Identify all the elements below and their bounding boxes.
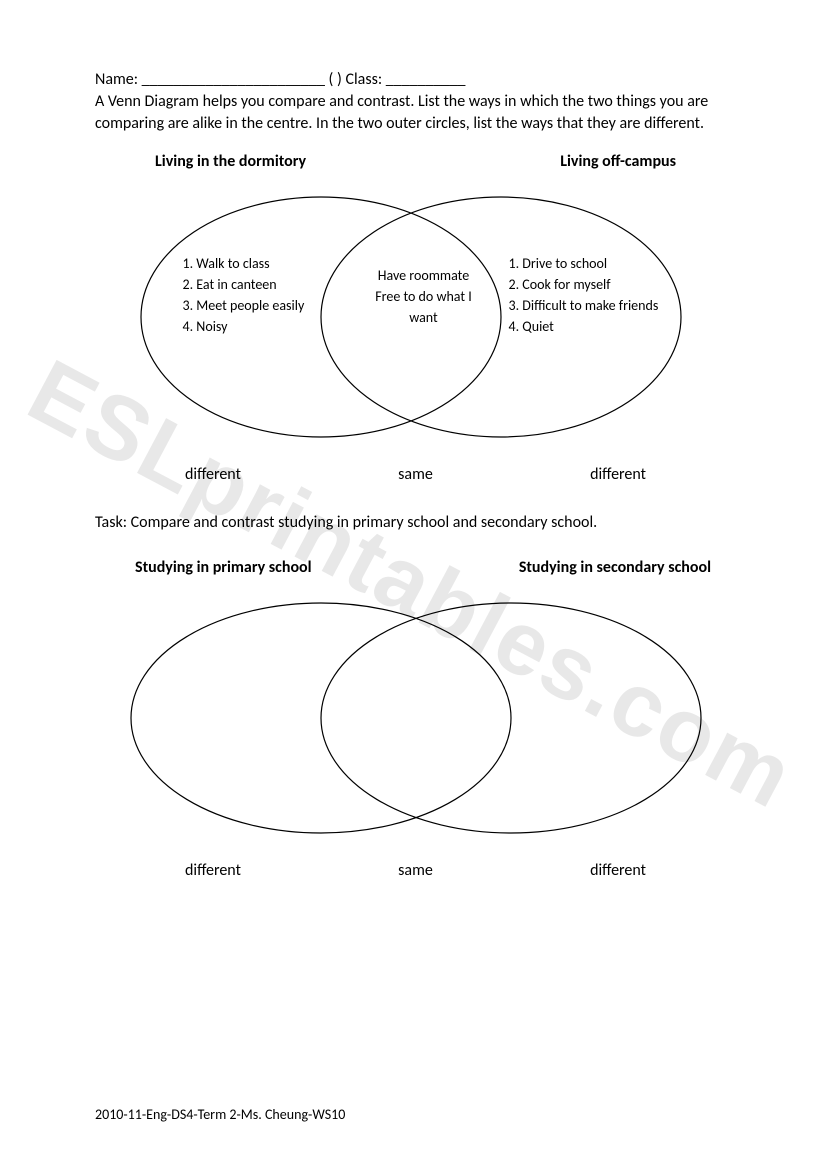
venn1-center-item: Free to do what I want	[369, 286, 479, 328]
venn1-diagram: 1. Walk to class 2. Eat in canteen 3. Me…	[111, 177, 711, 457]
venn1-label-right: different	[590, 465, 646, 484]
venn1-left-item: 3. Meet people easily	[183, 295, 333, 316]
venn2-title-right: Studying in secondary school	[519, 558, 711, 577]
venn1-right-item: 2. Cook for myself	[509, 274, 679, 295]
venn1-title-right: Living off-campus	[560, 152, 676, 171]
venn1-right-item: 3. Difficult to make friends	[509, 295, 679, 316]
venn1-right-item: 4. Quiet	[509, 316, 679, 337]
task-text: Task: Compare and contrast studying in p…	[95, 512, 726, 534]
venn2-svg	[111, 583, 711, 853]
venn1-center-item: Have roommate	[369, 265, 479, 286]
venn2-label-left: different	[185, 861, 241, 880]
footer-text: 2010-11-Eng-DS4-Term 2-Ms. Cheung-WS10	[95, 1106, 345, 1123]
venn1-label-center: same	[398, 465, 433, 484]
venn1-left-item: 1. Walk to class	[183, 253, 333, 274]
venn1-center-items: Have roommate Free to do what I want	[369, 265, 479, 328]
venn2-title-left: Studying in primary school	[135, 558, 312, 577]
venn1-right-items: 1. Drive to school 2. Cook for myself 3.…	[509, 253, 679, 337]
venn1-left-item: 2. Eat in canteen	[183, 274, 333, 295]
venn1-left-item: 4. Noisy	[183, 316, 333, 337]
venn2-label-right: different	[590, 861, 646, 880]
venn1-label-left: different	[185, 465, 241, 484]
venn2-label-center: same	[398, 861, 433, 880]
venn1-right-item: 1. Drive to school	[509, 253, 679, 274]
venn2-diagram	[111, 583, 711, 853]
venn1-title-left: Living in the dormitory	[155, 152, 306, 171]
name-class-line: Name: _______________________ ( ) Class:…	[95, 70, 726, 89]
venn1-left-items: 1. Walk to class 2. Eat in canteen 3. Me…	[183, 253, 333, 337]
intro-text: A Venn Diagram helps you compare and con…	[95, 91, 726, 134]
